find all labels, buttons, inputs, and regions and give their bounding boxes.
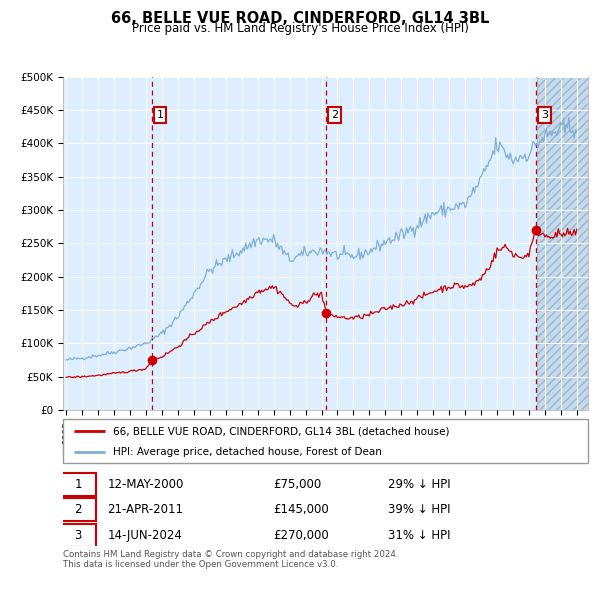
Bar xyxy=(537,77,588,410)
Text: HPI: Average price, detached house, Forest of Dean: HPI: Average price, detached house, Fore… xyxy=(113,447,382,457)
Text: 39% ↓ HPI: 39% ↓ HPI xyxy=(389,503,451,516)
Bar xyxy=(537,77,588,410)
Text: 1: 1 xyxy=(74,478,82,491)
FancyBboxPatch shape xyxy=(61,473,96,496)
Text: 2: 2 xyxy=(331,110,338,120)
Text: 3: 3 xyxy=(74,529,82,542)
Text: £75,000: £75,000 xyxy=(273,478,321,491)
Text: Price paid vs. HM Land Registry's House Price Index (HPI): Price paid vs. HM Land Registry's House … xyxy=(131,22,469,35)
FancyBboxPatch shape xyxy=(61,525,96,548)
FancyBboxPatch shape xyxy=(61,498,96,521)
Text: 66, BELLE VUE ROAD, CINDERFORD, GL14 3BL: 66, BELLE VUE ROAD, CINDERFORD, GL14 3BL xyxy=(111,11,489,25)
Text: Contains HM Land Registry data © Crown copyright and database right 2024.
This d: Contains HM Land Registry data © Crown c… xyxy=(63,550,398,569)
Text: 66, BELLE VUE ROAD, CINDERFORD, GL14 3BL (detached house): 66, BELLE VUE ROAD, CINDERFORD, GL14 3BL… xyxy=(113,427,449,436)
Text: 21-APR-2011: 21-APR-2011 xyxy=(107,503,184,516)
Text: 1: 1 xyxy=(157,110,164,120)
Text: £270,000: £270,000 xyxy=(273,529,329,542)
Text: 12-MAY-2000: 12-MAY-2000 xyxy=(107,478,184,491)
Text: 14-JUN-2024: 14-JUN-2024 xyxy=(107,529,182,542)
Text: 3: 3 xyxy=(541,110,548,120)
Text: 29% ↓ HPI: 29% ↓ HPI xyxy=(389,478,451,491)
Text: 2: 2 xyxy=(74,503,82,516)
Text: £145,000: £145,000 xyxy=(273,503,329,516)
Text: 31% ↓ HPI: 31% ↓ HPI xyxy=(389,529,451,542)
